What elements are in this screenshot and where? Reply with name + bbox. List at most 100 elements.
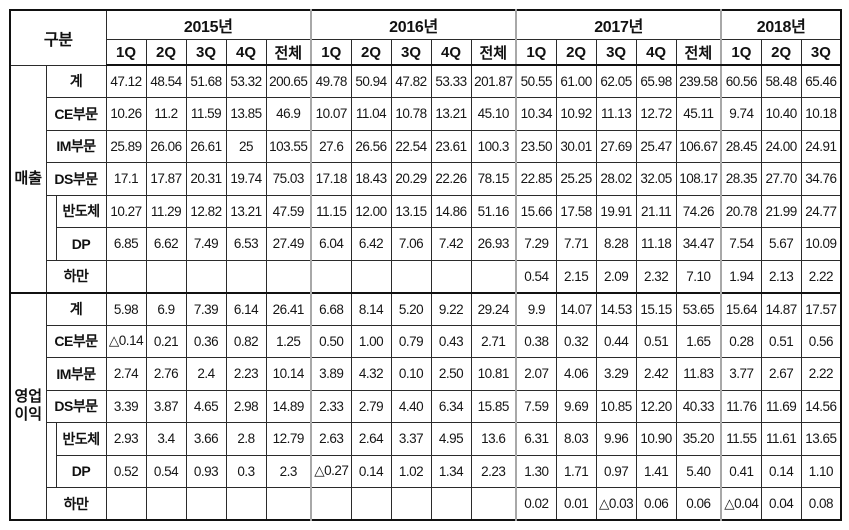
table-body: 매출 계 47.12 48.54 51.68 53.32 200.65 49.78 50.94 4… — [9, 64, 842, 521]
value-cell: 7.29 — [515, 227, 557, 261]
value-cell: 35.20 — [675, 422, 723, 456]
value-cell — [145, 487, 187, 521]
table-row: 영업이익 계 5.98 6.9 7.39 6.14 26.41 6.68 8.14 5.20 9.2… — [9, 291, 842, 521]
value-cell: 20.31 — [185, 162, 227, 196]
value-cell: 13.85 — [225, 97, 267, 131]
value-cell: 50.55 — [515, 64, 557, 98]
value-cell: 6.42 — [350, 227, 392, 261]
value-cell: 2.64 — [350, 422, 392, 456]
value-cell: 103.55 — [265, 129, 313, 163]
value-cell: 14.87 — [760, 291, 802, 326]
value-cell — [350, 259, 392, 293]
value-cell: 13.15 — [390, 194, 432, 228]
value-cell: 7.06 — [390, 227, 432, 261]
value-cell: 46.9 — [265, 97, 313, 131]
value-cell: 27.69 — [595, 129, 637, 163]
value-cell: 0.04 — [760, 487, 802, 521]
value-cell — [185, 259, 227, 293]
value-cell: 10.26 — [105, 97, 147, 131]
value-cell: 1.65 — [675, 324, 723, 358]
table-row: DP 0.52 0.54 0.93 0.3 2.3 △0.27 0.14 1.02 1.34 2.2… — [10, 454, 842, 488]
value-cell: 74.26 — [675, 194, 723, 228]
value-cell: 30.01 — [555, 129, 597, 163]
quarter-header: 2Q — [760, 39, 802, 66]
quarter-header: 1Q — [515, 39, 557, 66]
row-label: 하만 — [45, 487, 107, 521]
table-row: CE부문 △0.14 0.21 0.36 0.82 1.25 0.50 1.00 0.79 0.4… — [10, 324, 842, 358]
value-cell: 21.99 — [760, 194, 802, 228]
row-label: DS부문 — [45, 162, 107, 196]
value-cell: 26.41 — [265, 291, 313, 326]
value-cell: 106.67 — [675, 129, 723, 163]
value-cell: 5.98 — [105, 291, 147, 326]
value-cell — [265, 487, 313, 521]
value-cell: 7.71 — [555, 227, 597, 261]
year-header-1: 2016년 — [310, 9, 518, 40]
value-cell: 6.53 — [225, 227, 267, 261]
value-cell: 201.87 — [470, 64, 518, 98]
value-cell: 61.00 — [555, 64, 597, 98]
value-cell: 200.65 — [265, 64, 313, 98]
value-cell: 7.49 — [185, 227, 227, 261]
financial-table: 구분 2015년 2016년 2017년 2018년 1Q 2Q 3Q 4Q 전체 1Q 2Q 3Q 4Q… — [9, 9, 843, 521]
value-cell: 4.32 — [350, 357, 392, 391]
group-label: 영업이익 — [9, 291, 47, 521]
value-cell: 0.10 — [390, 357, 432, 391]
quarter-header: 1Q — [105, 39, 147, 66]
value-cell — [185, 487, 227, 521]
value-cell: 22.85 — [515, 162, 557, 196]
quarter-header: 3Q — [390, 39, 432, 66]
value-cell: 11.13 — [595, 97, 637, 131]
value-cell: 22.26 — [430, 162, 472, 196]
indent-cell — [45, 422, 57, 488]
value-cell: 7.42 — [430, 227, 472, 261]
value-cell: 0.06 — [635, 487, 677, 521]
value-cell: 0.56 — [800, 324, 842, 358]
value-cell: 7.54 — [720, 227, 762, 261]
value-cell: 15.15 — [635, 291, 677, 326]
value-cell: 239.58 — [675, 64, 723, 98]
quarter-header: 1Q — [720, 39, 762, 66]
value-cell: 1.10 — [800, 454, 842, 488]
value-cell: 11.76 — [720, 389, 762, 423]
value-cell: 8.03 — [555, 422, 597, 456]
value-cell: 2.32 — [635, 259, 677, 293]
value-cell: 2.09 — [595, 259, 637, 293]
value-cell: 2.23 — [225, 357, 267, 391]
value-cell — [470, 259, 518, 293]
value-cell: 48.54 — [145, 64, 187, 98]
value-cell: 27.6 — [310, 129, 352, 163]
value-cell: 14.56 — [800, 389, 842, 423]
value-cell: 2.23 — [470, 454, 518, 488]
value-cell: 0.3 — [225, 454, 267, 488]
value-cell: 5.40 — [675, 454, 723, 488]
value-cell: 14.07 — [555, 291, 597, 326]
value-cell — [145, 259, 187, 293]
value-cell: 0.51 — [635, 324, 677, 358]
value-cell — [105, 259, 147, 293]
value-cell: 0.32 — [555, 324, 597, 358]
value-cell: 100.3 — [470, 129, 518, 163]
value-cell: 13.65 — [800, 422, 842, 456]
value-cell: 2.3 — [265, 454, 313, 488]
year-header-0: 2015년 — [105, 9, 313, 40]
value-cell: 11.2 — [145, 97, 187, 131]
row-label: DP — [55, 227, 107, 261]
value-cell: 0.28 — [720, 324, 762, 358]
quarter-header: 1Q — [310, 39, 352, 66]
value-cell: 0.93 — [185, 454, 227, 488]
quarter-header: 2Q — [555, 39, 597, 66]
value-cell: 2.8 — [225, 422, 267, 456]
value-cell: 0.36 — [185, 324, 227, 358]
value-cell: 11.59 — [185, 97, 227, 131]
value-cell: 15.64 — [720, 291, 762, 326]
value-cell: 0.51 — [760, 324, 802, 358]
value-cell: 75.03 — [265, 162, 313, 196]
value-cell: 3.89 — [310, 357, 352, 391]
value-cell: 3.37 — [390, 422, 432, 456]
quarter-header: 2Q — [350, 39, 392, 66]
value-cell: △0.03 — [595, 487, 637, 521]
value-cell: 10.18 — [800, 97, 842, 131]
value-cell: 11.83 — [675, 357, 723, 391]
table-row: IM부문 25.89 26.06 26.61 25 103.55 27.6 26.56 22.5… — [10, 129, 842, 163]
